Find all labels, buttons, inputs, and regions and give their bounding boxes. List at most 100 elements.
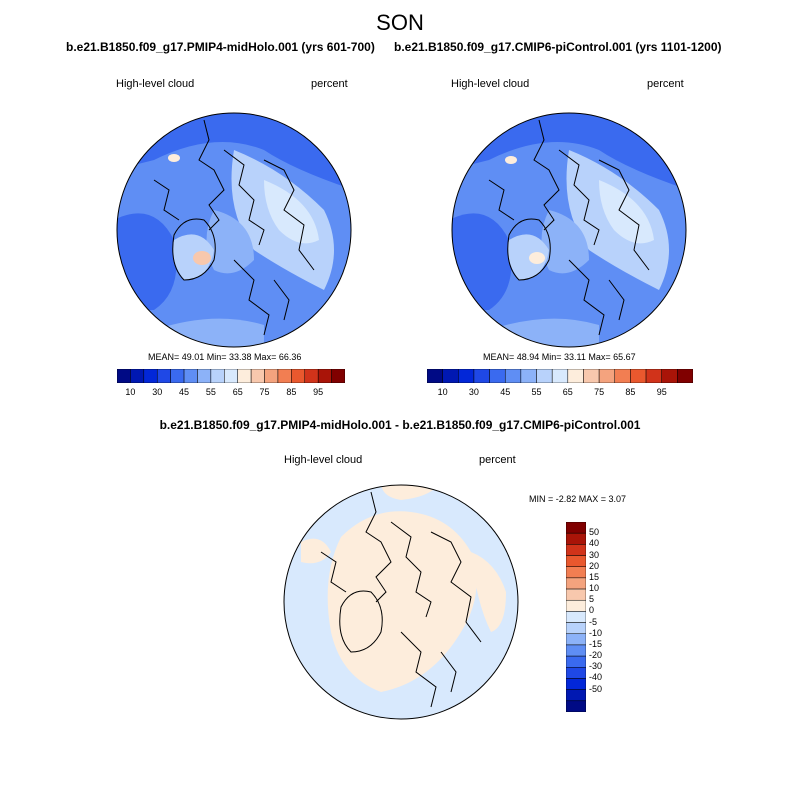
map-region-mid-blue [206, 210, 254, 274]
figure-title: SON [376, 10, 424, 35]
panel1-units-label: percent [311, 78, 348, 90]
colorbar-swatch [264, 369, 279, 383]
map-region-positive-center [327, 511, 477, 692]
panel1-colorbar-ticks: 10 30 45 55 65 75 85 95 [117, 387, 345, 399]
map-region-small-spot [168, 154, 180, 162]
colorbar-tick-label: 45 [500, 387, 511, 397]
colorbar-swatch [130, 369, 145, 383]
map-region-positive-west [301, 538, 331, 564]
colorbar-tick-label: -30 [589, 661, 603, 672]
colorbar-tick-label: 55 [531, 387, 542, 397]
colorbar-tick-label: 55 [205, 387, 216, 397]
colorbar-swatch [473, 369, 490, 383]
map-region-small-spot [505, 156, 517, 164]
panel2-case-title: b.e21.B1850.f09_g17.CMIP6-piControl.001 … [394, 40, 722, 54]
colorbar-tick-label: 95 [656, 387, 667, 397]
colorbar-swatch [661, 369, 678, 383]
map-region-max-spot [193, 251, 211, 265]
colorbar-swatch [566, 700, 586, 712]
colorbar-swatch [566, 555, 586, 567]
colorbar-swatch [536, 369, 553, 383]
colorbar-tick-label: 5 [589, 594, 595, 605]
colorbar-tick-label: -10 [589, 627, 603, 638]
colorbar-swatch [583, 369, 600, 383]
colorbar-swatch [566, 644, 586, 657]
panel2-map [451, 112, 687, 348]
coastlines [153, 119, 315, 336]
colorbar-swatch [645, 369, 662, 383]
colorbar-swatch [183, 369, 198, 383]
colorbar-swatch [291, 369, 306, 383]
colorbar-swatch [630, 369, 647, 383]
panel2-stats: MEAN= 48.94 Min= 33.11 Max= 65.67 [483, 352, 636, 362]
colorbar-swatch [677, 369, 693, 383]
panel3-colorbar [566, 522, 586, 712]
colorbar-tick-label: -15 [589, 638, 603, 649]
colorbar-swatch [224, 369, 238, 383]
map-border [283, 484, 519, 720]
colorbar-tick-label: 10 [125, 387, 136, 397]
map-border [451, 112, 687, 348]
colorbar-tick-label: 30 [152, 387, 163, 397]
colorbar-swatch [566, 588, 586, 601]
colorbar-tick-label: -5 [589, 616, 598, 627]
colorbar-tick-label: -20 [589, 650, 603, 661]
colorbar-swatch [566, 566, 586, 579]
panel2-units-label: percent [647, 78, 684, 90]
colorbar-swatch [520, 369, 537, 383]
panel3-case-title: b.e21.B1850.f09_g17.PMIP4-midHolo.001 - … [159, 418, 641, 432]
colorbar-swatch [304, 369, 319, 383]
panel3-map [283, 484, 519, 720]
panel1-colorbar [117, 369, 345, 383]
colorbar-swatch [331, 369, 345, 383]
colorbar-swatch [442, 369, 459, 383]
colorbar-swatch [277, 369, 292, 383]
map-region-max-spot [529, 252, 545, 264]
map-region-pale-blue [264, 180, 319, 244]
colorbar-swatch [566, 689, 586, 702]
colorbar-swatch [566, 599, 586, 612]
panel2-colorbar [427, 369, 693, 383]
panel1-stats: MEAN= 49.01 Min= 33.38 Max= 66.36 [148, 352, 302, 362]
panel2-colorbar-ticks: 10 30 45 55 65 75 85 95 [427, 387, 693, 399]
map-region-pale-blue [599, 180, 654, 244]
colorbar-swatch [566, 678, 586, 690]
panel3-colorbar-ticks: 50 40 30 20 15 10 5 0 -5 -10 -15 -20 -30 -40 -50 [589, 522, 619, 712]
colorbar-swatch [210, 369, 225, 383]
coastlines [320, 491, 482, 708]
colorbar-swatch [143, 369, 158, 383]
colorbar-tick-label: 30 [589, 549, 600, 560]
panel2-variable-label: High-level cloud [451, 78, 530, 90]
colorbar-swatch [427, 369, 443, 383]
colorbar-tick-label: 85 [625, 387, 636, 397]
colorbar-tick-label: 15 [589, 571, 600, 582]
colorbar-tick-label: 0 [589, 605, 595, 616]
colorbar-tick-label: 30 [468, 387, 479, 397]
colorbar-tick-label: 65 [562, 387, 573, 397]
panel3-units-label: percent [479, 454, 516, 466]
colorbar-tick-label: 75 [259, 387, 270, 397]
colorbar-swatch [197, 369, 212, 383]
colorbar-tick-label: -40 [589, 672, 603, 683]
colorbar-swatch [566, 633, 586, 646]
colorbar-tick-label: 45 [179, 387, 190, 397]
panel1-variable-label: High-level cloud [116, 78, 195, 90]
panel3-variable-label: High-level cloud [284, 454, 363, 466]
colorbar-tick-label: 75 [594, 387, 605, 397]
colorbar-tick-label: 40 [589, 538, 600, 549]
colorbar-tick-label: 10 [437, 387, 448, 397]
colorbar-swatch [566, 611, 586, 623]
colorbar-swatch [566, 622, 586, 635]
colorbar-swatch [614, 369, 631, 383]
panel3-stats: MIN = -2.82 MAX = 3.07 [529, 494, 627, 504]
panel1-case-title: b.e21.B1850.f09_g17.PMIP4-midHolo.001 (y… [66, 40, 375, 54]
colorbar-swatch [458, 369, 475, 383]
colorbar-swatch [566, 667, 586, 679]
colorbar-swatch [567, 369, 584, 383]
colorbar-swatch [566, 577, 586, 590]
colorbar-swatch [117, 369, 131, 383]
colorbar-swatch [566, 522, 586, 534]
map-region-mid-blue [541, 210, 589, 274]
colorbar-swatch [566, 544, 586, 556]
colorbar-swatch [170, 369, 185, 383]
